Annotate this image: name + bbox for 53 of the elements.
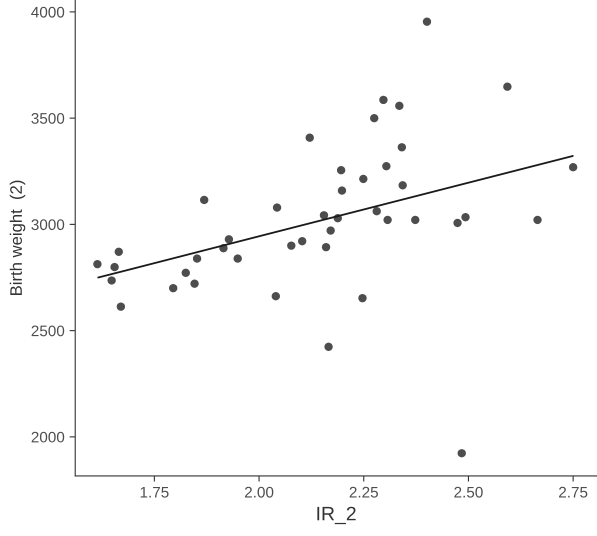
point bbox=[503, 82, 512, 91]
point bbox=[224, 235, 234, 244]
point bbox=[114, 248, 123, 256]
point bbox=[358, 294, 367, 302]
x-axis-title: IR_2 bbox=[317, 506, 356, 524]
x-tick-label: 2.25 bbox=[350, 486, 378, 498]
point bbox=[192, 254, 202, 263]
point bbox=[395, 102, 404, 110]
point bbox=[322, 242, 330, 252]
point bbox=[383, 216, 392, 224]
y-tick-label: 3500 bbox=[31, 113, 64, 124]
point bbox=[190, 280, 199, 288]
point bbox=[298, 237, 306, 246]
point bbox=[382, 162, 391, 170]
point bbox=[398, 143, 406, 152]
x-tick-label: 2.50 bbox=[454, 486, 483, 498]
y-tick-label: 4000 bbox=[31, 6, 64, 18]
point bbox=[359, 174, 368, 184]
point bbox=[370, 114, 378, 122]
y-tick-label: 2500 bbox=[32, 325, 64, 336]
point bbox=[93, 260, 102, 268]
point bbox=[458, 449, 466, 458]
point bbox=[398, 181, 407, 190]
point bbox=[107, 276, 116, 285]
point bbox=[338, 186, 346, 195]
point bbox=[320, 211, 328, 220]
y-tick-label: 3000 bbox=[31, 219, 64, 230]
point bbox=[182, 268, 190, 277]
y-axis-title: Birth weight (2) bbox=[10, 180, 26, 295]
point bbox=[568, 163, 578, 172]
x-tick-label: 2.75 bbox=[559, 486, 588, 498]
point bbox=[379, 96, 388, 104]
point bbox=[169, 284, 178, 292]
point bbox=[533, 216, 542, 224]
point bbox=[272, 292, 280, 300]
point bbox=[453, 218, 462, 228]
point bbox=[336, 166, 346, 174]
point bbox=[461, 212, 470, 222]
x-tick-label: 2.00 bbox=[244, 486, 274, 498]
point bbox=[116, 302, 126, 311]
point bbox=[234, 254, 242, 263]
point bbox=[110, 262, 119, 272]
point bbox=[326, 226, 335, 235]
point bbox=[287, 241, 296, 250]
point bbox=[272, 203, 282, 212]
point bbox=[372, 207, 381, 216]
x-tick-label: 1.75 bbox=[140, 486, 169, 498]
y-tick-label: 2000 bbox=[32, 432, 64, 443]
point bbox=[324, 342, 333, 351]
point bbox=[200, 196, 208, 204]
point bbox=[306, 134, 314, 142]
point bbox=[422, 18, 432, 26]
point bbox=[411, 216, 420, 224]
